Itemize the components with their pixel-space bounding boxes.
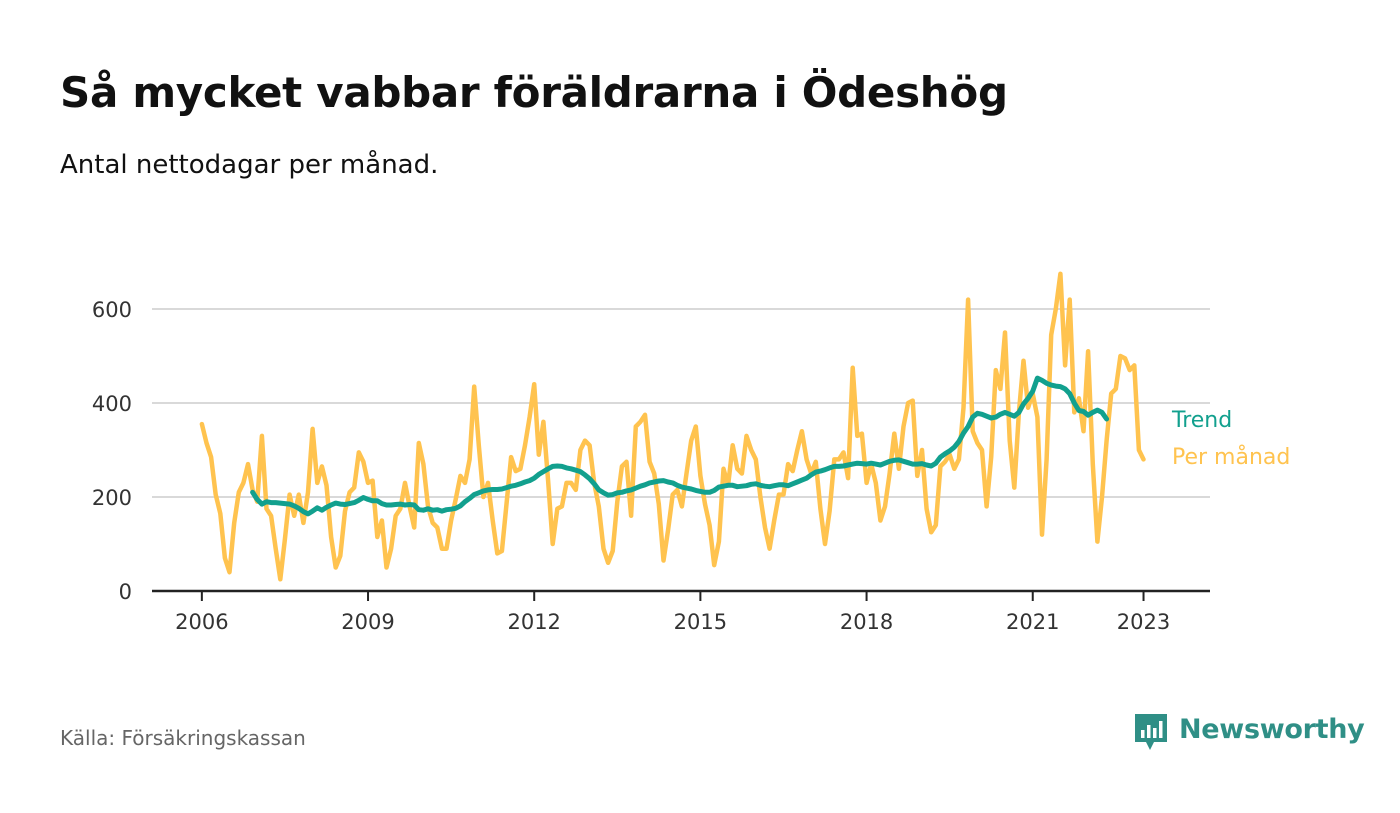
monthly-line	[199, 271, 1146, 582]
x-tick-label: 2009	[341, 610, 394, 634]
x-tick-label: 2021	[1006, 610, 1059, 634]
chart-title: Så mycket vabbar föräldrarna i Ödeshög	[60, 68, 1008, 117]
source-note: Källa: Försäkringskassan	[60, 726, 306, 750]
y-tick-label: 0	[119, 580, 132, 604]
series-lines	[199, 271, 1146, 582]
brand-name: Newsworthy	[1179, 714, 1365, 745]
series-labels: Per månad Trend	[1171, 408, 1290, 470]
x-tick-label: 2018	[840, 610, 893, 634]
y-tick-label: 400	[92, 392, 132, 416]
x-tick-label: 2023	[1117, 610, 1170, 634]
trend-line	[250, 375, 1110, 517]
chart-subtitle: Antal nettodagar per månad.	[60, 150, 439, 180]
monthly-label: Per månad	[1172, 444, 1290, 470]
newsworthy-logo-icon	[1135, 714, 1167, 750]
axes: 0 200 400 600 2006 2009 2012 2015 2018 2021 2023	[92, 298, 1210, 634]
x-tick-label: 2006	[175, 610, 228, 634]
y-tick-label: 200	[92, 486, 132, 510]
trend-label: Trend	[1171, 408, 1232, 433]
x-tick-label: 2012	[507, 610, 560, 634]
newsworthy-logo[interactable]: Newsworthy	[1133, 712, 1365, 756]
x-tick-label: 2015	[674, 610, 727, 634]
y-tick-label: 600	[92, 298, 132, 322]
